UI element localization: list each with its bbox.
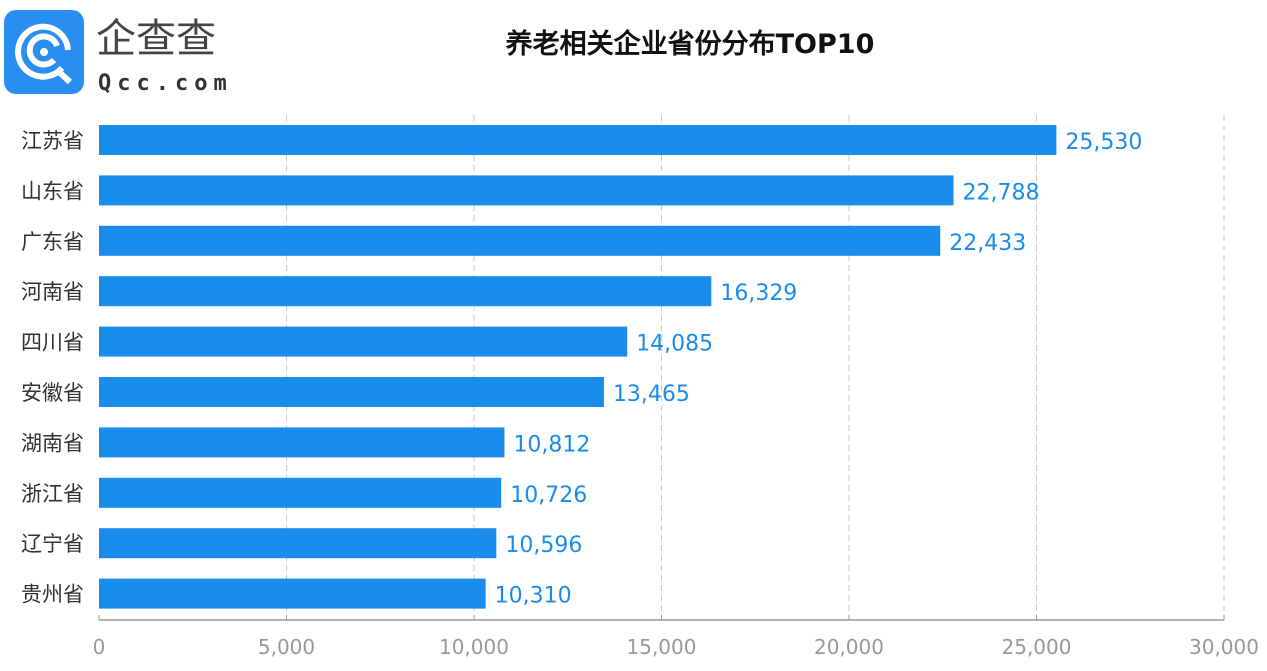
value-label: 10,310 bbox=[495, 584, 572, 609]
x-tick-label: 25,000 bbox=[1002, 635, 1072, 659]
value-label: 22,788 bbox=[963, 180, 1040, 205]
value-label: 16,329 bbox=[720, 281, 797, 306]
x-tick-label: 10,000 bbox=[439, 635, 509, 659]
value-label: 10,726 bbox=[510, 483, 587, 508]
bar bbox=[99, 326, 628, 357]
bar bbox=[99, 175, 954, 206]
bar bbox=[99, 477, 502, 508]
category-label: 河南省 bbox=[21, 280, 84, 304]
category-label: 安徽省 bbox=[21, 381, 84, 405]
bar bbox=[99, 125, 1057, 155]
bar bbox=[99, 528, 497, 559]
x-tick-label: 20,000 bbox=[814, 635, 884, 659]
bar bbox=[99, 377, 604, 407]
value-label: 22,433 bbox=[949, 231, 1026, 256]
qcc-logo: 企查查 Qcc.com bbox=[4, 10, 264, 98]
bar bbox=[99, 427, 505, 458]
value-label: 13,465 bbox=[613, 382, 690, 407]
category-label: 江苏省 bbox=[21, 129, 84, 153]
category-label: 山东省 bbox=[21, 179, 84, 203]
svg-text:企查查: 企查查 bbox=[96, 16, 216, 62]
value-label: 25,530 bbox=[1065, 130, 1142, 155]
x-tick-label: 5,000 bbox=[258, 635, 315, 659]
value-label: 14,085 bbox=[636, 332, 713, 357]
category-label: 广东省 bbox=[21, 230, 84, 254]
bar bbox=[99, 276, 712, 307]
category-label: 湖南省 bbox=[21, 431, 84, 455]
bar bbox=[99, 225, 941, 256]
category-label: 浙江省 bbox=[21, 482, 84, 506]
chart-title: 养老相关企业省份分布TOP10 bbox=[505, 29, 875, 60]
value-label: 10,812 bbox=[513, 432, 590, 457]
x-tick-label: 0 bbox=[93, 635, 106, 659]
value-label: 10,596 bbox=[505, 533, 582, 558]
bar bbox=[99, 578, 486, 609]
x-tick-label: 30,000 bbox=[1189, 635, 1259, 659]
x-tick-label: 15,000 bbox=[627, 635, 697, 659]
category-label: 四川省 bbox=[21, 331, 84, 355]
category-label: 辽宁省 bbox=[21, 532, 84, 556]
category-label: 贵州省 bbox=[21, 583, 84, 607]
svg-text:Qcc.com: Qcc.com bbox=[98, 71, 233, 96]
